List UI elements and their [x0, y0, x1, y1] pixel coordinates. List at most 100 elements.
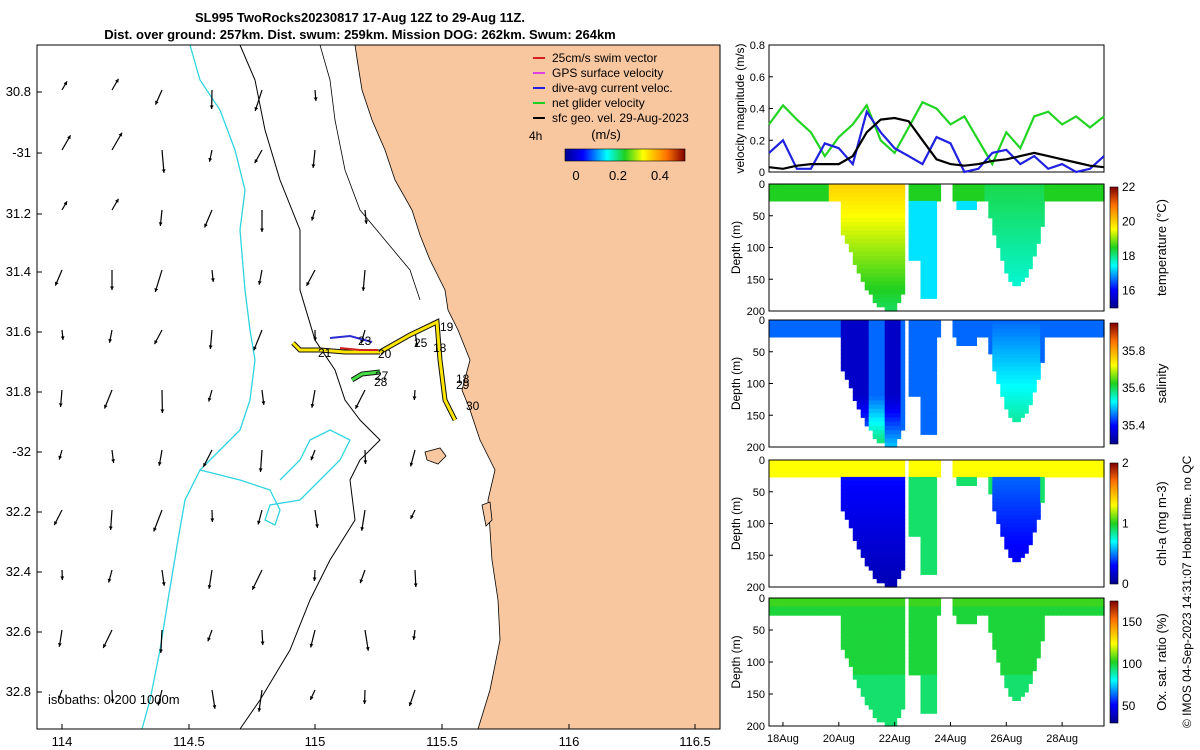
profile-cell	[892, 649, 898, 655]
profile-cell	[1028, 519, 1033, 525]
profile-cell	[1068, 468, 1073, 474]
profile-cell	[1020, 260, 1025, 265]
profile-cell	[980, 324, 985, 329]
profile-cell	[852, 366, 858, 372]
profile-cell	[996, 213, 1001, 219]
profile-cell	[884, 192, 890, 198]
profile-cell	[960, 200, 965, 206]
profile-cell	[1028, 527, 1033, 533]
profile-cell	[1000, 464, 1005, 469]
profile-cell	[1000, 632, 1005, 637]
profile-cell	[1048, 460, 1053, 465]
profile-cell	[872, 623, 878, 629]
profile-cell	[924, 548, 930, 554]
profile-cell	[1020, 606, 1025, 612]
profile-cell	[912, 392, 918, 397]
profile-cell	[1024, 464, 1029, 469]
profile-cell	[1036, 476, 1041, 482]
profile-cell	[1032, 387, 1037, 393]
profile-cell	[908, 649, 914, 655]
profile-cell	[808, 598, 814, 603]
profile-cell	[1024, 666, 1029, 672]
profile-cell	[880, 519, 886, 525]
profile-cell	[892, 472, 898, 478]
profile-cell	[876, 196, 882, 202]
profile-cell	[1012, 653, 1017, 659]
profile-cell	[1064, 320, 1069, 325]
profile-cell	[888, 704, 894, 710]
profile-cell	[828, 320, 834, 325]
profile-cell	[1004, 485, 1009, 491]
profile-cell	[884, 610, 890, 616]
profile-cell	[1000, 602, 1005, 608]
profile-cell	[788, 610, 794, 616]
profile-cell	[988, 606, 993, 612]
profile-cell	[1076, 460, 1081, 465]
profile-cell	[1000, 353, 1005, 359]
profile-cell	[852, 209, 858, 215]
profile-cell	[1072, 192, 1077, 198]
profile-cell	[892, 362, 898, 368]
profile-cell	[1096, 464, 1101, 469]
profile-cell	[1088, 320, 1093, 325]
profile-cell	[876, 485, 882, 491]
profile-cell	[892, 226, 898, 232]
profile-cell	[856, 383, 862, 389]
profile-cell	[900, 481, 906, 486]
profile-cell	[860, 209, 866, 215]
profile-cell	[1024, 268, 1029, 274]
profile-cell	[852, 349, 858, 355]
profile-cell	[860, 272, 866, 278]
profile-cell	[888, 519, 894, 525]
profile-cell	[1004, 606, 1009, 612]
profile-cell	[788, 192, 794, 198]
profile-cell	[876, 421, 882, 427]
profile-cell	[896, 222, 902, 227]
profile-cell	[860, 336, 866, 342]
profile-cell	[1020, 243, 1025, 249]
profile-cell	[856, 532, 862, 537]
profile-cell	[864, 632, 870, 637]
profile-cell	[848, 200, 854, 206]
profile-cell	[888, 196, 894, 202]
profile-cell	[892, 320, 898, 325]
profile-cell	[868, 226, 874, 232]
profile-cell	[896, 515, 902, 520]
profile-cell	[1092, 610, 1097, 616]
profile-cell	[932, 679, 938, 684]
profile-cell	[880, 417, 886, 423]
profile-cell	[872, 184, 878, 189]
profile-cell	[788, 460, 794, 465]
profile-cell	[769, 606, 774, 612]
profile-cell	[808, 324, 814, 329]
profile-cell	[1016, 468, 1021, 474]
profile-cell	[1100, 460, 1105, 465]
profile-cell	[932, 468, 938, 474]
profile-cell	[884, 666, 890, 672]
profile-cell	[924, 640, 930, 646]
profile-cell	[1024, 392, 1029, 397]
profile-cell	[888, 670, 894, 676]
profile-cell	[796, 602, 802, 608]
profile-cell	[880, 548, 886, 554]
velocity-arrow-head	[161, 169, 166, 173]
profile-cell	[848, 498, 854, 503]
profile-cell	[824, 606, 830, 612]
profile-cell	[996, 615, 1001, 620]
profile-cell	[924, 294, 930, 299]
profile-cell	[1020, 209, 1025, 215]
profile-cell	[916, 515, 922, 520]
profile-cell	[932, 502, 938, 508]
profile-cell	[888, 687, 894, 693]
profile-cell	[928, 336, 934, 342]
profile-cell	[872, 366, 878, 372]
profile-cell	[900, 493, 906, 499]
profile-cell	[1000, 649, 1005, 655]
profile-cell	[844, 602, 850, 608]
profile-cell	[996, 464, 1001, 469]
profile-cell	[1064, 468, 1069, 474]
profile-cell	[844, 619, 850, 625]
profile-cell	[992, 188, 997, 193]
profile-cell	[936, 464, 942, 469]
profile-cell	[892, 670, 898, 676]
